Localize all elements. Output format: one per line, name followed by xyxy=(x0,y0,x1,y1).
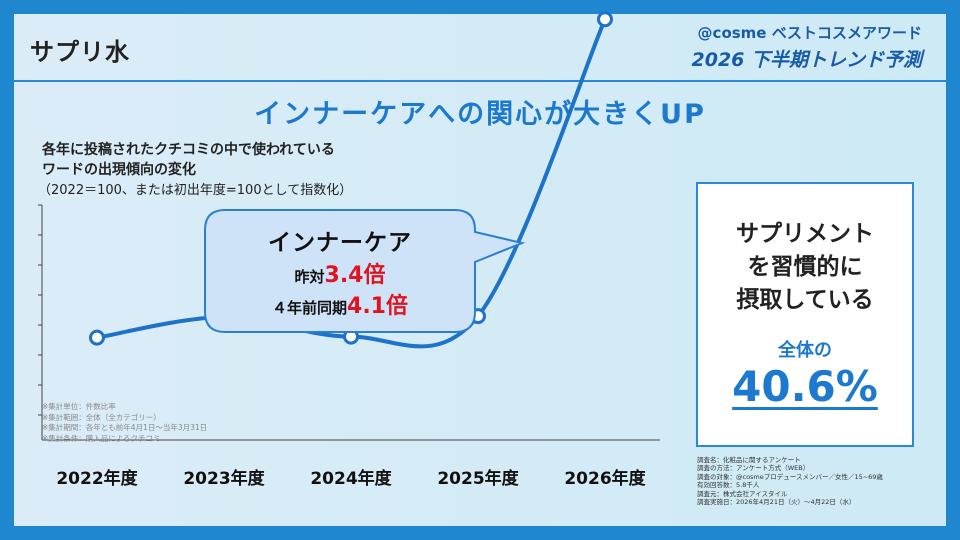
note-line: ※集計期間：各年とも前年4月1日～当年3月31日 xyxy=(42,423,208,432)
brand-name: @cosme ベストコスメアワード xyxy=(697,24,922,42)
note-line: ※集計単位：件数比率 xyxy=(42,402,116,411)
callout-yoy-label: 昨対 xyxy=(294,268,325,286)
stat-label: 全体の xyxy=(778,340,832,361)
stat-text-line2: を習慣的に xyxy=(747,254,863,280)
note-line: ※集計範囲：全体（全カテゴリー） xyxy=(42,412,161,422)
x-tick-label: 2024年度 xyxy=(310,469,392,489)
survey-line: 調査名：化粧品に関するアンケート xyxy=(697,456,801,464)
callout-yoy-value: 3.4倍 xyxy=(324,263,386,288)
survey-line: 調査実施日：2026年4月21日（火）～4月22日（水） xyxy=(697,498,856,507)
note-line: ※集計条件：購入品によるクチコミ xyxy=(42,433,161,443)
x-tick-label: 2025年度 xyxy=(437,469,519,489)
x-tick-label: 2026年度 xyxy=(564,469,646,489)
stat-value: 40.6% xyxy=(732,362,878,411)
survey-line: 有効回答数：5.8千人 xyxy=(697,481,760,490)
chart-notes: ※集計単位：件数比率 ※集計範囲：全体（全カテゴリー） ※集計期間：各年とも前年… xyxy=(42,402,207,444)
callout-4yr-label: ４年前同期 xyxy=(272,299,348,317)
brand-subtitle: 2026 下半期トレンド予測 xyxy=(691,49,923,71)
stat-text-line1: サプリメント xyxy=(736,221,874,247)
stat-box: サプリメント を習慣的に 摂取している 全体の 40.6% xyxy=(696,182,914,447)
survey-info: 調査名：化粧品に関するアンケート 調査の方法：アンケート方式（WEB） 調査の対… xyxy=(697,456,883,506)
x-tick-label: 2023年度 xyxy=(183,469,265,489)
survey-line: 調査元：株式会社アイスタイル xyxy=(697,489,788,498)
survey-line: 調査の方法：アンケート方式（WEB） xyxy=(697,464,810,473)
callout-title: インナーケア xyxy=(268,230,412,256)
survey-line: 調査の対象：@cosmeプロデュースメンバー／女性／15~69歳 xyxy=(697,472,883,481)
callout-4yr: ４年前同期4.1倍 xyxy=(205,288,475,320)
callout-4yr-value: 4.1倍 xyxy=(347,294,408,319)
callout-yoy: 昨対3.4倍 xyxy=(205,257,475,289)
x-tick-label: 2022年度 xyxy=(56,469,138,489)
callout: インナーケア 昨対3.4倍 ４年前同期4.1倍 xyxy=(205,210,475,332)
stat-text-line3: 摂取している xyxy=(736,287,874,313)
